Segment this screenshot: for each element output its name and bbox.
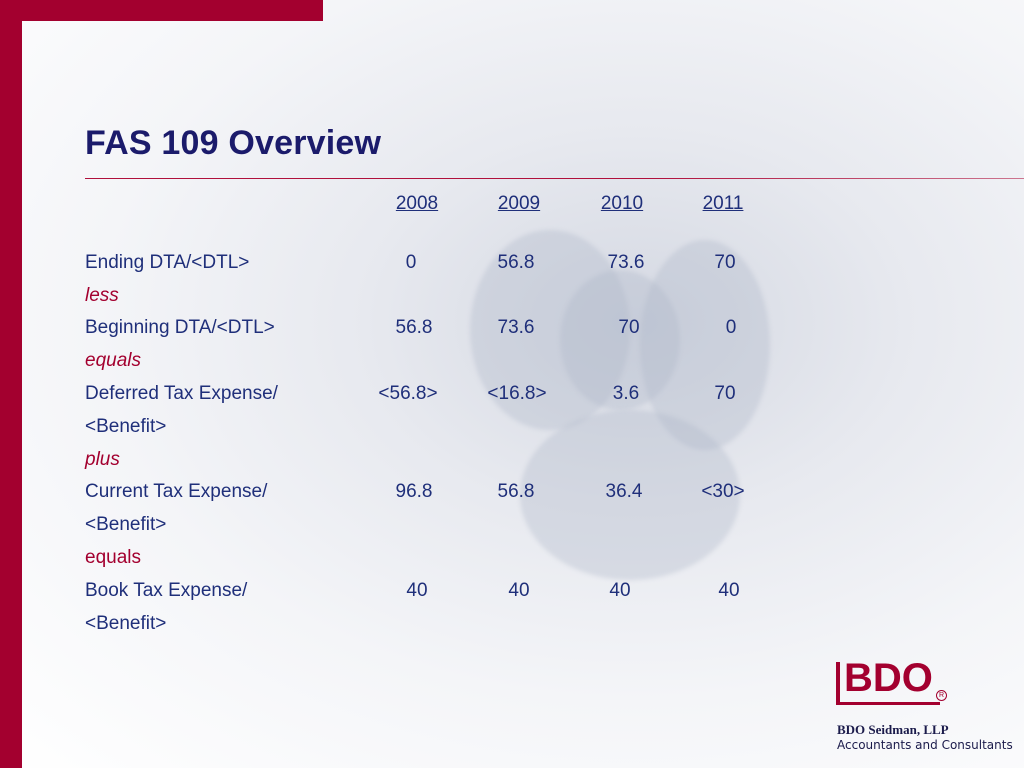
background-puzzle-decoration xyxy=(470,230,630,430)
cell-value: 70 xyxy=(618,317,640,338)
row-label-current-tax-line2: <Benefit> xyxy=(85,514,167,535)
cell-value: <16.8> xyxy=(487,383,547,404)
bdo-logo: BDO R xyxy=(836,656,947,706)
row-label-book-tax-line2: <Benefit> xyxy=(85,613,167,634)
cell-value: 40 xyxy=(609,580,631,601)
operator-plus: plus xyxy=(85,449,120,470)
cell-value: 56.8 xyxy=(395,317,433,338)
cell-value: 36.4 xyxy=(605,481,643,502)
year-header: 2008 xyxy=(395,193,439,214)
company-name: BDO Seidman, LLP xyxy=(837,722,949,737)
row-label-deferred-tax-line2: <Benefit> xyxy=(85,416,167,437)
operator-equals: equals xyxy=(85,350,141,371)
cell-value: <30> xyxy=(701,481,745,502)
cell-value: 40 xyxy=(718,580,740,601)
page-title: FAS 109 Overview xyxy=(85,124,382,162)
company-tagline: Accountants and Consultants xyxy=(837,738,1013,752)
cell-value: 40 xyxy=(508,580,530,601)
logo-underline xyxy=(836,702,940,705)
row-label-current-tax: Current Tax Expense/ xyxy=(85,481,268,502)
year-header: 2009 xyxy=(497,193,541,214)
registered-mark: R xyxy=(936,690,947,701)
background-puzzle-decoration xyxy=(560,270,680,410)
cell-value: 56.8 xyxy=(497,252,535,273)
cell-value: 0 xyxy=(405,252,417,273)
row-label-beginning-dta: Beginning DTA/<DTL> xyxy=(85,317,275,338)
cell-value: 70 xyxy=(714,383,736,404)
cell-value: <56.8> xyxy=(378,383,438,404)
cell-value: 3.6 xyxy=(612,383,640,404)
cell-value: 73.6 xyxy=(607,252,645,273)
cell-value: 73.6 xyxy=(497,317,535,338)
year-header: 2011 xyxy=(702,193,744,214)
background-puzzle-decoration xyxy=(640,240,770,450)
cell-value: 56.8 xyxy=(497,481,535,502)
logo-bar xyxy=(836,662,840,702)
row-label-ending-dta: Ending DTA/<DTL> xyxy=(85,252,250,273)
row-label-book-tax: Book Tax Expense/ xyxy=(85,580,248,601)
cell-value: 96.8 xyxy=(395,481,433,502)
operator-equals: equals xyxy=(85,547,141,568)
cell-value: 70 xyxy=(714,252,736,273)
year-header: 2010 xyxy=(600,193,644,214)
operator-less: less xyxy=(85,285,119,306)
logo-wordmark: BDO xyxy=(844,656,933,700)
cell-value: 0 xyxy=(725,317,737,338)
top-accent-bar xyxy=(0,0,323,21)
title-divider xyxy=(85,178,1024,179)
background-puzzle-decoration xyxy=(520,410,740,580)
row-label-deferred-tax: Deferred Tax Expense/ xyxy=(85,383,278,404)
cell-value: 40 xyxy=(406,580,428,601)
left-accent-bar xyxy=(0,0,22,768)
